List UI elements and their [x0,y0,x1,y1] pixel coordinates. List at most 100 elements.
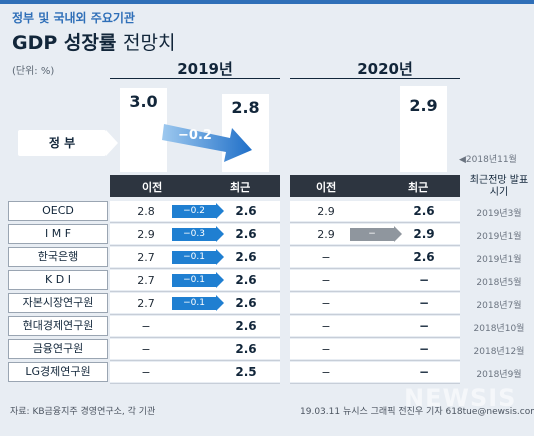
curr-2020-value: − [418,365,430,379]
change-2019-arrow-icon [216,226,224,242]
row-2019-bg [110,362,280,382]
title-main: GDP 성장률 [12,32,117,54]
table-header-2019: 이전 최근 [110,175,280,197]
row-2020-divider [290,314,460,315]
prev-2019-value: 2.7 [137,274,155,287]
row-2020-divider [290,222,460,223]
chart-subtitle: 정부 및 국내외 주요기관 [12,11,135,25]
curr-2019-value: 2.6 [235,273,257,287]
prev-2020-value: − [321,297,331,310]
row-2019-divider [110,222,280,223]
gov-2019-prev-value: 3.0 [129,92,158,111]
announce-date: 2018년9월 [476,370,522,380]
table-header-2020: 이전 최근 [290,175,460,197]
gov-2019-prev-bar [120,88,167,172]
curr-2020-value: 2.6 [413,204,435,218]
curr-2019-value: 2.5 [235,365,257,379]
row-2019-divider [110,383,280,384]
prev-2020-value: − [321,274,331,287]
gov-2020-curr-bar [400,86,447,172]
header-curr-2019: 최근 [230,181,251,194]
change-2019-arrow-icon [216,272,224,288]
prev-2020-value: 2.9 [317,205,335,218]
header-prev-2019: 이전 [142,181,163,194]
curr-2020-value: − [418,296,430,310]
change-2019-arrow-icon [216,249,224,265]
row-2019-bg [110,339,280,359]
change-2019-badge: −0.2 [172,205,216,218]
row-2020-divider [290,360,460,361]
source-note: 자료: KB금융지주 경영연구소, 각 기관 [10,407,156,417]
unit-label: (단위: %) [12,66,55,77]
prev-2020-value: − [321,366,331,379]
curr-2019-value: 2.6 [235,250,257,264]
announce-date: 2019년3월 [476,209,522,219]
gov-label: 정 부 [18,130,106,156]
row-2019-divider [110,360,280,361]
row-2019-divider [110,268,280,269]
row-2020-divider [290,268,460,269]
row-2020-divider [290,245,460,246]
header-prev-2020: 이전 [316,181,337,194]
row-2019-divider [110,337,280,338]
curr-2019-value: 2.6 [235,319,257,333]
change-2019-arrow-icon [216,295,224,311]
prev-2019-value: − [141,366,151,379]
year-2020-label: 2020년 [357,60,413,78]
prev-2020-value: − [321,251,331,264]
row-2020-bg [290,362,460,382]
credit-note: 19.03.11 뉴시스 그래픽 전진우 기자 618tue@newsis.co… [300,407,534,417]
prev-2019-value: − [141,343,151,356]
prev-2020-value: − [321,343,331,356]
curr-2020-value: − [418,319,430,333]
row-2020-divider [290,291,460,292]
watermark: NEWSIS [404,384,517,412]
prev-2019-value: 2.7 [137,251,155,264]
row-2020-bg [290,339,460,359]
header-announce-note: 최근전망 발표시기 [469,175,529,198]
announce-date: 2019년1월 [476,232,522,242]
curr-2019-value: 2.6 [235,204,257,218]
prev-2019-value: 2.9 [137,228,155,241]
row-2020-bg [290,270,460,290]
change-2019-badge: −0.1 [172,274,216,287]
prev-2019-value: 2.8 [137,205,155,218]
row-2020-bg [290,247,460,267]
curr-2020-value: 2.9 [413,227,435,241]
announce-date: 2018년7월 [476,301,522,311]
row-2020-bg [290,293,460,313]
row-2019-divider [110,314,280,315]
top-accent-bar [0,0,534,4]
institution-label: OECD [8,201,108,221]
row-2020-bg [290,201,460,221]
curr-2019-value: 2.6 [235,227,257,241]
change-2019-badge: −0.1 [172,297,216,310]
title-light: 전망치 [122,32,176,54]
gov-2020-curr-value: 2.9 [409,96,438,115]
row-2019-bg [110,316,280,336]
prev-2020-value: − [321,320,331,333]
curr-2020-value: − [418,273,430,287]
institution-label: K D I [8,270,108,290]
announce-date: 2018년12월 [473,347,525,357]
institution-label: 금융연구원 [8,339,108,359]
gov-change-value: −0.2 [178,128,212,143]
curr-2019-value: 2.6 [235,342,257,356]
curr-2020-value: − [418,342,430,356]
year-2020-rule [290,78,460,79]
institution-label: I M F [8,224,108,244]
row-2020-bg [290,316,460,336]
prev-2019-value: 2.7 [137,297,155,310]
institution-label: LG경제연구원 [8,362,108,382]
curr-2019-value: 2.6 [235,296,257,310]
row-2020-divider [290,337,460,338]
institution-label: 현대경제연구원 [8,316,108,336]
year-2019-rule [110,78,280,79]
change-2019-arrow-icon [216,203,224,219]
row-2020-divider [290,383,460,384]
change-2019-badge: −0.3 [172,228,216,241]
gov-change-arrow [162,124,252,162]
prev-2020-value: 2.9 [317,228,335,241]
prev-2019-value: − [141,320,151,333]
chart-title: GDP 성장률 전망치 [12,28,175,55]
